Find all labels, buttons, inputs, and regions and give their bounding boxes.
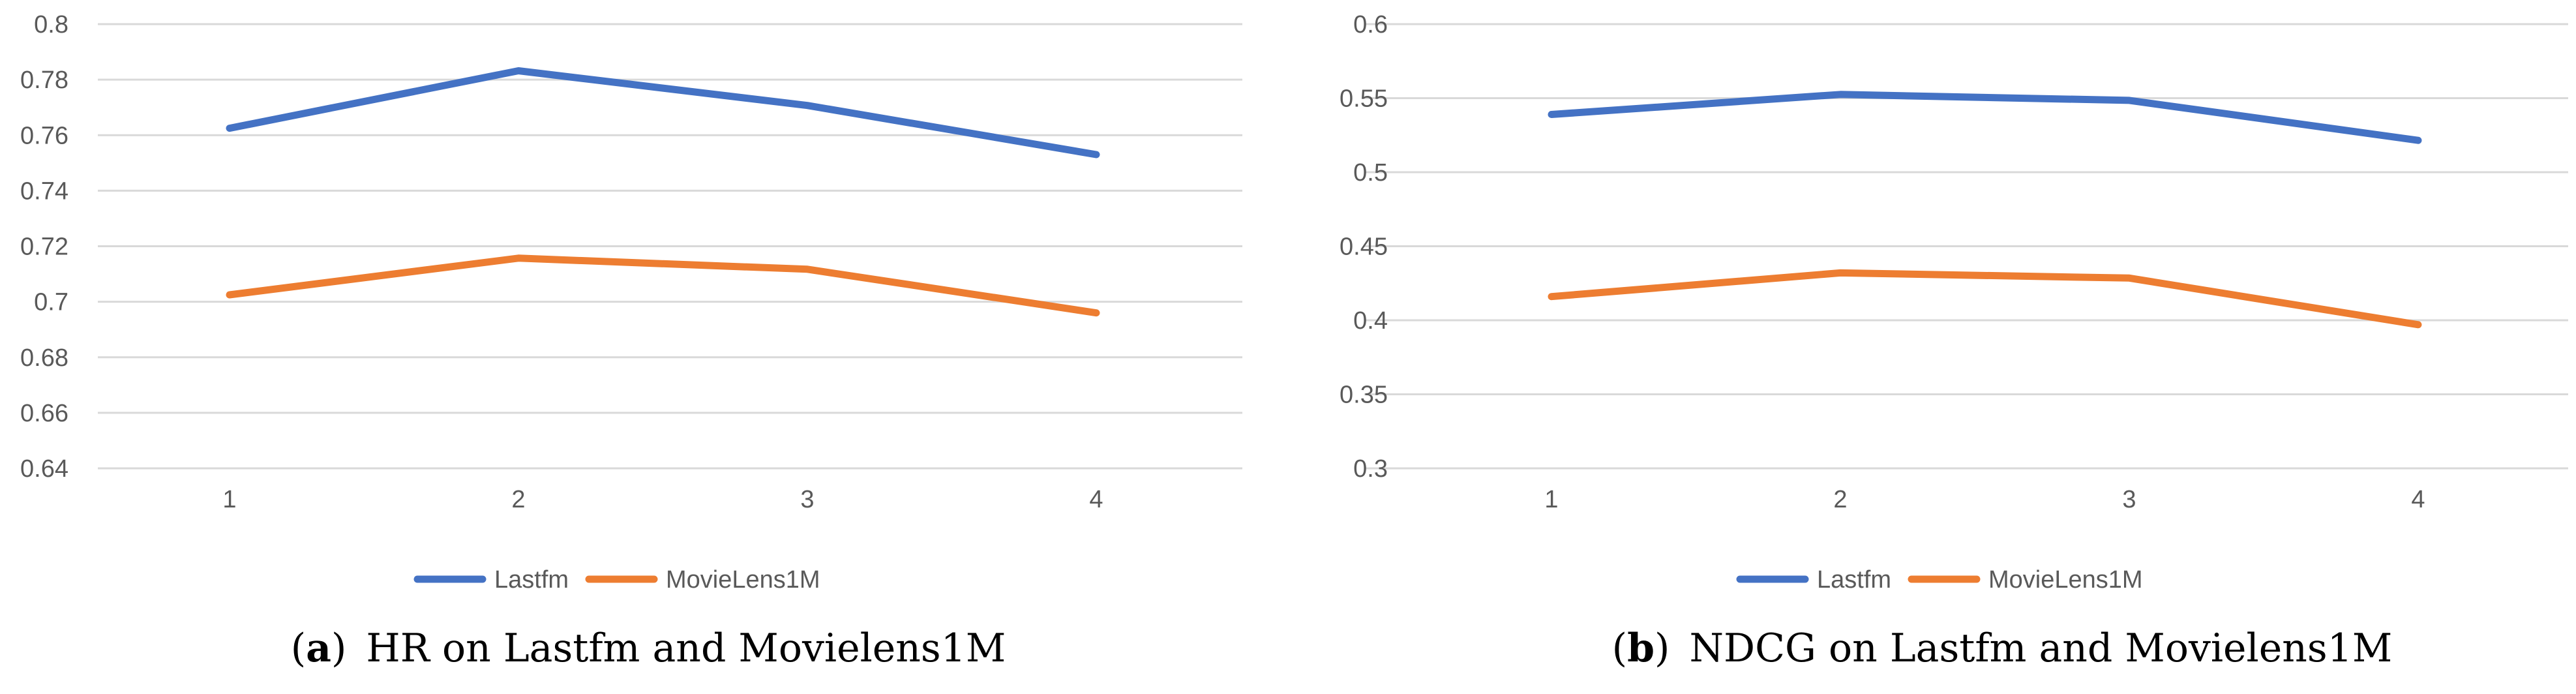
x-tick-label: 2 <box>1833 486 1847 513</box>
y-tick-label: 0.78 <box>20 67 68 94</box>
y-tick-label: 0.66 <box>20 400 68 427</box>
caption-paren: ( <box>291 626 306 671</box>
chart-a: 0.8 0.78 0.76 0.74 0.72 0.7 0.68 0.66 0.64 1 2 3 4 La… <box>20 11 1242 671</box>
legend: Lastfm MovieLens1M <box>413 566 820 594</box>
data-point-movielens1m <box>807 269 808 270</box>
x-tick-label: 4 <box>1089 486 1103 513</box>
data-point-lastfm <box>1551 114 1552 115</box>
y-tick-label: 0.64 <box>20 455 68 483</box>
y-tick-label: 0.6 <box>1353 11 1388 38</box>
chart-b: 0.6 0.55 0.5 0.45 0.4 0.35 0.3 1 2 3 4 Lastfm MovieL… <box>1340 11 2568 671</box>
y-tick-label: 0.68 <box>20 344 68 372</box>
data-point-movielens1m <box>2129 277 2130 279</box>
caption-paren: ) <box>1655 626 1689 671</box>
data-point-lastfm <box>807 105 808 106</box>
y-tick-label: 0.74 <box>20 177 68 205</box>
data-point-movielens1m <box>229 294 230 295</box>
data-point-lastfm <box>229 128 230 129</box>
x-tick-label: 1 <box>1544 486 1558 513</box>
y-tick-label: 0.76 <box>20 122 68 149</box>
data-point-movielens1m <box>1096 312 1097 314</box>
data-point-lastfm <box>2129 100 2130 101</box>
x-tick-label: 1 <box>222 486 236 513</box>
series-line-movielens1m <box>226 254 1100 317</box>
data-point-lastfm <box>2418 140 2419 141</box>
legend-label-movielens1m: MovieLens1M <box>666 566 820 594</box>
x-tick-label: 3 <box>800 486 814 513</box>
data-point-movielens1m <box>1551 296 1552 297</box>
series-line-lastfm <box>1548 91 2422 144</box>
data-point-movielens1m <box>518 258 519 259</box>
y-tick-label: 0.5 <box>1353 159 1388 187</box>
series-line-lastfm <box>226 67 1100 158</box>
figure-caption: (a) HR on Lastfm and Movielens1M <box>291 626 1006 671</box>
caption-paren: ) <box>331 626 366 671</box>
x-tick-label: 3 <box>2122 486 2136 513</box>
legend: Lastfm MovieLens1M <box>1736 566 2143 594</box>
figure-caption: (b) NDCG on Lastfm and Movielens1M <box>1612 626 2393 671</box>
y-tick-label: 0.72 <box>20 234 68 261</box>
x-tick-label: 2 <box>511 486 525 513</box>
legend-label-movielens1m: MovieLens1M <box>1988 566 2143 594</box>
data-point-movielens1m <box>1840 272 1841 273</box>
caption-panel-label: a <box>306 626 331 671</box>
legend-label-lastfm: Lastfm <box>494 566 569 594</box>
y-tick-label: 0.55 <box>1340 85 1388 113</box>
legend-label-lastfm: Lastfm <box>1817 566 1891 594</box>
data-point-movielens1m <box>2418 324 2419 325</box>
y-tick-label: 0.8 <box>34 11 68 38</box>
caption-paren: ( <box>1612 626 1627 671</box>
data-point-lastfm <box>1840 94 1841 95</box>
data-point-lastfm <box>518 70 519 72</box>
series-line-movielens1m <box>1548 269 2422 329</box>
caption-text: HR on Lastfm and Movielens1M <box>366 626 1006 671</box>
y-tick-label: 0.7 <box>34 289 68 316</box>
y-tick-label: 0.35 <box>1340 382 1388 409</box>
y-tick-label: 0.45 <box>1340 234 1388 261</box>
caption-text: NDCG on Lastfm and Movielens1M <box>1689 626 2392 671</box>
caption-panel-label: b <box>1627 626 1655 671</box>
y-tick-label: 0.4 <box>1353 307 1388 335</box>
y-tick-label: 0.3 <box>1353 455 1388 483</box>
x-tick-label: 4 <box>2411 486 2425 513</box>
data-point-lastfm <box>1096 154 1097 155</box>
